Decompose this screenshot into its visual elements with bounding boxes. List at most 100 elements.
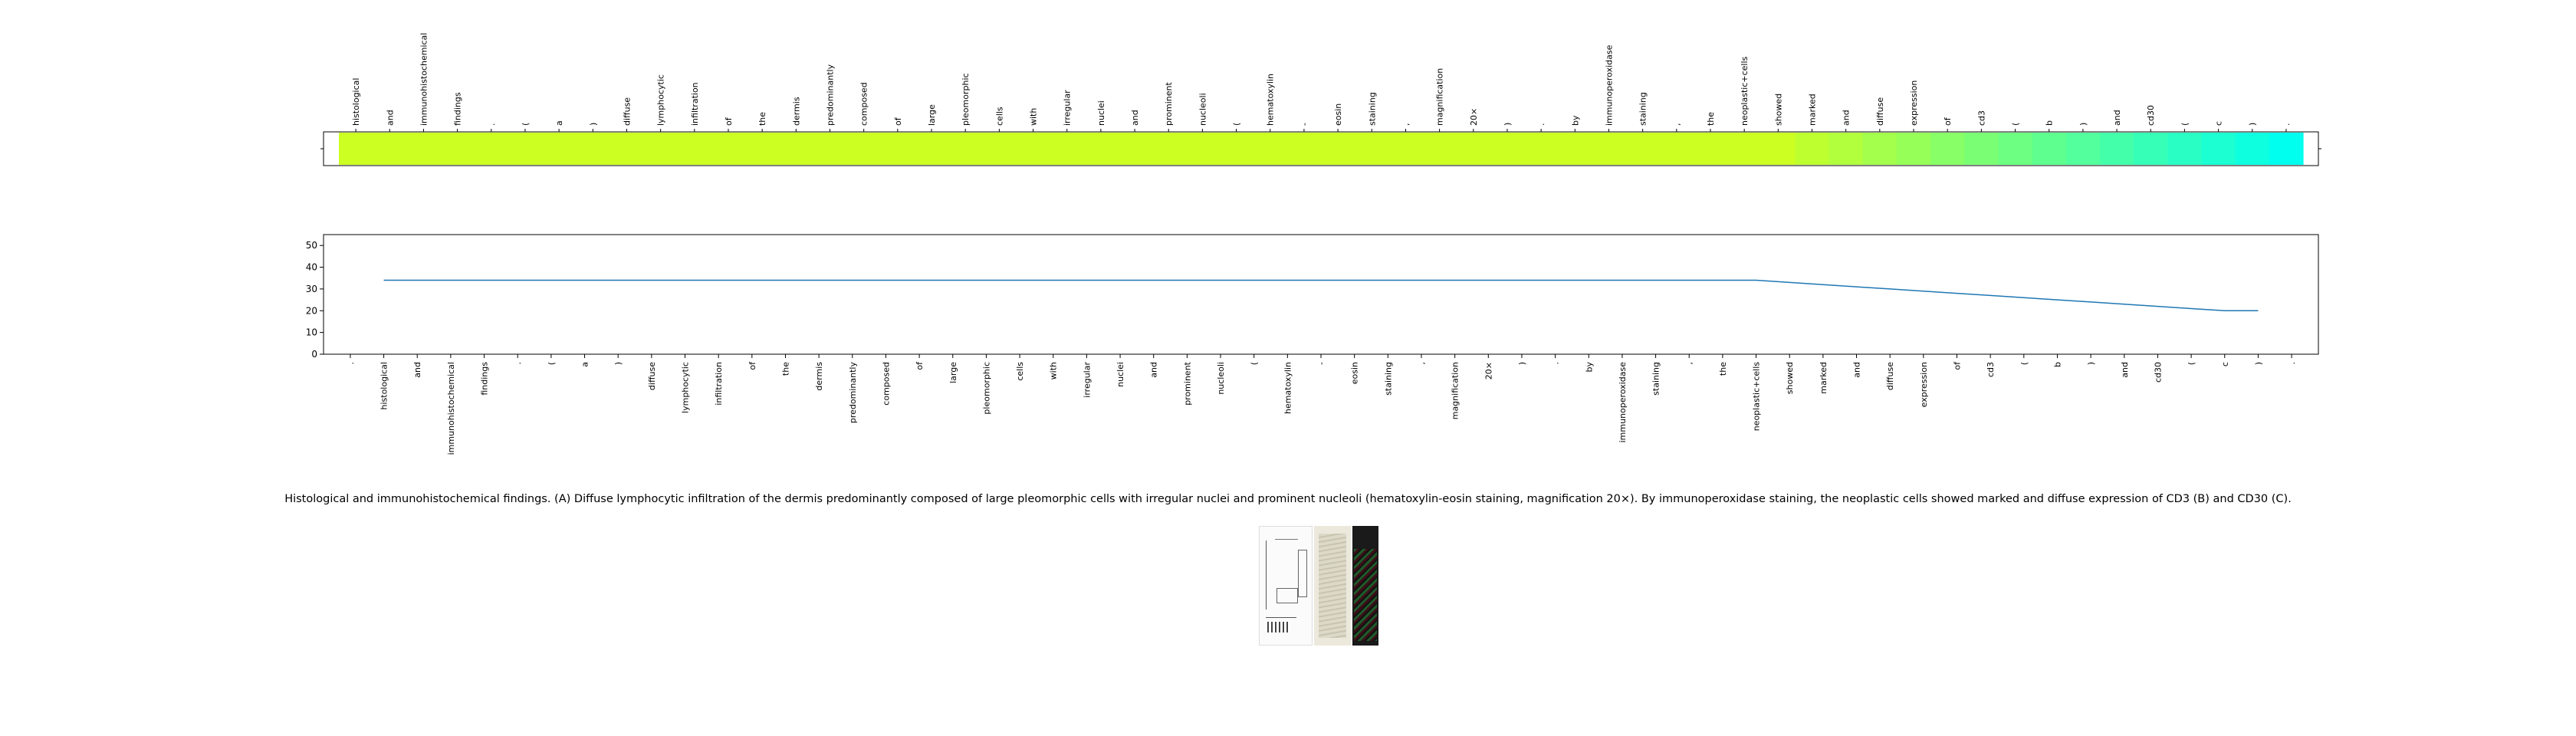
line-x-tick-label: b	[2052, 362, 2062, 367]
line-chart-y-axis: 0 10 20 30 40 50	[306, 240, 324, 360]
line-x-tick-label: of	[748, 361, 757, 370]
thumbnail-panel-c	[1352, 526, 1378, 646]
line-x-tick-label: showed	[1785, 362, 1795, 394]
line-x-tick-label: ,	[1684, 362, 1694, 365]
heatmap-cell	[1253, 133, 1288, 165]
heatmap-x-tick-label: cells	[994, 107, 1004, 126]
line-x-tick-label: staining	[1383, 362, 1393, 396]
line-x-tick-label: .	[513, 362, 523, 365]
heatmap-x-tick-label: (	[2011, 123, 2021, 126]
heatmap-cell	[914, 133, 949, 165]
heatmap-x-tick-label: dermis	[791, 97, 801, 126]
line-x-tick-label: (	[1250, 362, 1260, 365]
heatmap-x-tick-label: )	[1503, 123, 1513, 126]
line-x-tick-label: predominantly	[848, 362, 858, 424]
heatmap-x-tick-label: staining	[1367, 92, 1377, 126]
heatmap-cell	[2065, 133, 2101, 165]
heatmap-cell	[1117, 133, 1152, 165]
heatmap-x-tick-label: ,	[1401, 123, 1411, 127]
heatmap-x-tick-label: nucleoli	[1198, 93, 1208, 126]
heatmap-x-tick-label: diffuse	[1875, 97, 1885, 126]
line-x-tick-label: histological	[380, 362, 389, 409]
heatmap-cell	[508, 133, 543, 165]
heatmap-cell	[1355, 133, 1389, 165]
heatmap-cell	[2099, 133, 2134, 165]
heatmap-x-tick-label: diffuse	[622, 97, 632, 126]
line-chart-x-axis: . histological and immunohistochemical findi…	[346, 354, 2297, 455]
heatmap-x-tick-label: predominantly	[826, 64, 836, 126]
heatmap-x-tick-label: (	[521, 123, 531, 126]
line-x-tick-label: )	[2253, 362, 2263, 365]
line-x-tick-label: .	[346, 362, 356, 365]
heatmap-cell	[1930, 133, 1965, 165]
heatmap-cell	[474, 133, 509, 165]
heatmap-x-tick-label: b	[2045, 120, 2055, 126]
heatmap-cell	[1592, 133, 1627, 165]
line-x-tick-label: magnification	[1451, 362, 1460, 419]
heatmap-cell	[880, 133, 915, 165]
heatmap-x-tick-label: composed	[859, 82, 869, 126]
heatmap-x-tick-label: of	[1943, 117, 1953, 126]
heatmap-x-tick-label: magnification	[1435, 68, 1445, 126]
line-x-tick-label: (	[2019, 362, 2029, 365]
heatmap-x-tick-label: the	[1706, 112, 1716, 126]
heatmap-cell	[1490, 133, 1525, 165]
line-x-tick-label: and	[1852, 362, 1862, 378]
heatmap-cell	[779, 133, 814, 165]
heatmap-x-tick-label: pleomorphic	[961, 73, 971, 126]
heatmap-x-tick-label: neoplastic+cells	[1740, 56, 1750, 126]
line-chart-frame	[323, 234, 2319, 355]
heatmap-x-tick-label: )	[588, 123, 598, 126]
heatmap-x-tick-label: expression	[1909, 80, 1919, 126]
heatmap-cell	[1896, 133, 1931, 165]
heatmap-cell	[1219, 133, 1254, 165]
heatmap-cell	[610, 133, 645, 165]
line-x-tick-label: eosin	[1350, 362, 1360, 384]
heatmap-cell	[1625, 133, 1661, 165]
heatmap-cell	[1083, 133, 1119, 165]
heatmap-cell	[339, 133, 373, 165]
heatmap-cell	[2201, 133, 2236, 165]
heatmap-cell	[1829, 133, 1864, 165]
line-x-tick-label: the	[780, 362, 790, 376]
line-x-tick-label: ,	[1417, 362, 1427, 365]
line-x-tick-label: immunohistochemical	[446, 362, 456, 455]
heatmap-x-tick-label: prominent	[1164, 82, 1174, 126]
heatmap-x-tick-label: the	[757, 112, 767, 126]
heatmap-x-tick-label: by	[1570, 115, 1580, 126]
heatmap-x-tick-label: histological	[351, 78, 361, 126]
line-x-tick-label: nuclei	[1116, 362, 1125, 387]
heatmap-x-tick-label: a	[554, 120, 564, 126]
heatmap-cell	[2269, 133, 2304, 165]
line-x-tick-label: cells	[1015, 362, 1025, 381]
heatmap-cell	[711, 133, 746, 165]
heatmap-cell	[745, 133, 780, 165]
heatmap-x-tick-label: marked	[1808, 94, 1818, 126]
heatmap-x-tick-label: cd3	[1976, 110, 1986, 126]
heatmap-x-tick-label: cd30	[2146, 105, 2156, 126]
heatmap-x-tick-label: and	[2112, 110, 2122, 126]
heatmap-cell	[1016, 133, 1051, 165]
heatmap-x-tick-label: )	[2248, 123, 2258, 126]
heatmap-x-tick-label: lymphocytic	[656, 74, 666, 126]
line-x-tick-label: )	[1517, 362, 1527, 365]
line-x-tick-label: -	[1316, 362, 1326, 365]
heatmap-cell	[2167, 133, 2203, 165]
heatmap-cell	[1422, 133, 1457, 165]
heatmap-chart: histological and immunohistochemical findin…	[320, 33, 2321, 166]
heatmap-x-tick-label: (	[2180, 123, 2190, 126]
line-x-tick-label: (	[2187, 362, 2196, 365]
thumbnail-panel-a	[1259, 526, 1313, 646]
heatmap-cell	[677, 133, 712, 165]
line-x-tick-label: lymphocytic	[681, 362, 691, 413]
heatmap-x-tick-label: hematoxylin	[1266, 74, 1276, 126]
line-x-tick-label: cd30	[2153, 362, 2163, 383]
heatmap-x-tick-label: c	[2214, 121, 2224, 126]
heatmap-x-ticks: histological and immunohistochemical findin…	[351, 33, 2292, 132]
heatmap-cell	[1321, 133, 1355, 165]
heatmap-cell	[1659, 133, 1694, 165]
heatmap-x-tick-label: showed	[1773, 94, 1783, 126]
heatmap-cell	[1862, 133, 1898, 165]
heatmap-x-tick-label: )	[2078, 123, 2088, 126]
